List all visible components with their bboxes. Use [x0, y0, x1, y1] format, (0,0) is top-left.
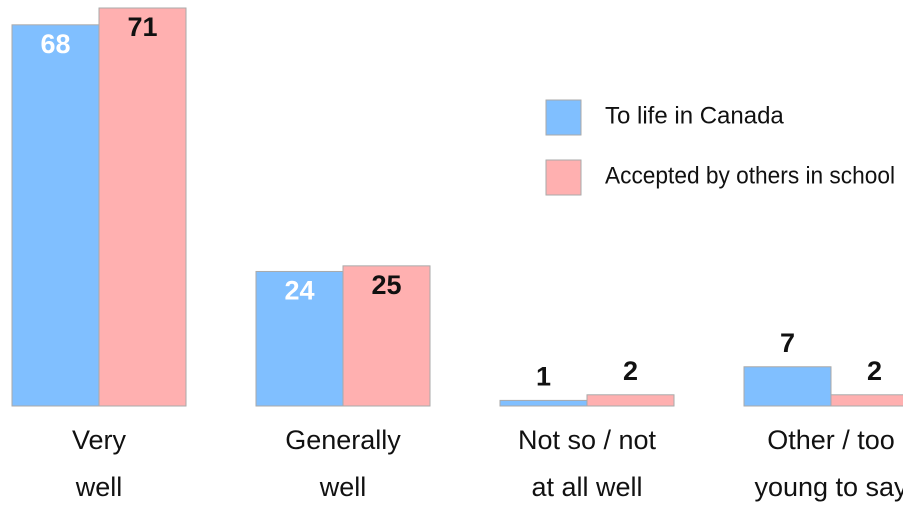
value-label: 24: [284, 276, 314, 306]
value-label: 68: [40, 29, 70, 59]
bar: [586, 394, 675, 407]
x-tick-label: Not so / not: [518, 425, 657, 455]
bar: [830, 394, 903, 407]
x-tick-label: at all well: [531, 472, 642, 502]
value-label: 25: [371, 270, 401, 300]
bar: [255, 270, 344, 407]
bar: [342, 265, 431, 407]
x-tick-label: young to say: [754, 472, 903, 502]
x-tick-label: well: [75, 472, 123, 502]
bar: [743, 366, 832, 407]
value-label: 7: [780, 328, 795, 358]
bar: [98, 7, 187, 407]
value-label: 2: [623, 356, 638, 386]
legend-swatch: [545, 159, 582, 196]
x-tick-label: Other / too: [767, 425, 895, 455]
value-label: 1: [536, 362, 551, 392]
bar: [499, 399, 588, 407]
legend-label: Accepted by others in school: [605, 162, 895, 189]
value-label: 71: [127, 12, 157, 42]
legend-swatch: [545, 99, 582, 136]
bar: [11, 24, 100, 407]
x-tick-label: well: [319, 472, 367, 502]
legend-label: To life in Canada: [605, 102, 784, 129]
x-tick-label: Generally: [285, 425, 401, 455]
x-tick-label: Very: [72, 425, 127, 455]
value-label: 2: [867, 356, 882, 386]
